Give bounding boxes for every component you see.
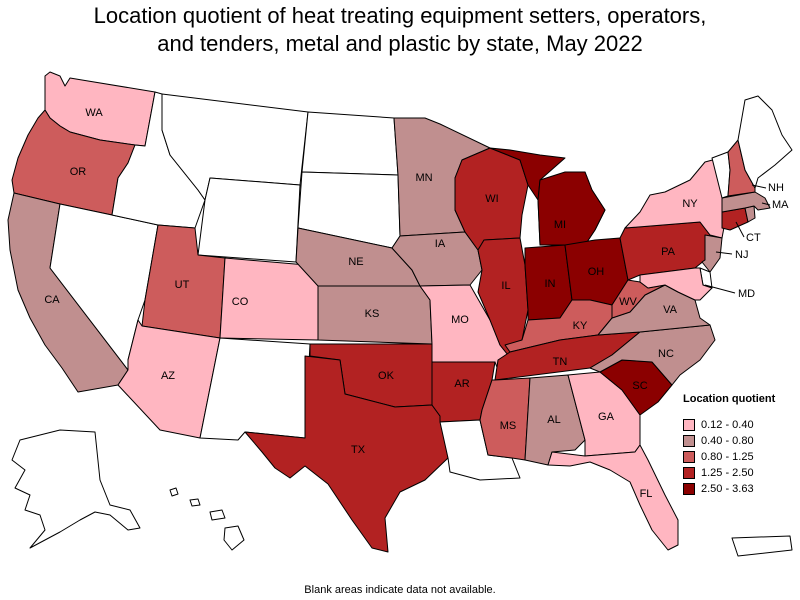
label-AR: AR — [454, 378, 469, 390]
label-GA: GA — [598, 411, 615, 423]
label-CO: CO — [232, 296, 249, 308]
label-SC: SC — [632, 380, 647, 392]
label-FL: FL — [640, 488, 653, 500]
legend-item: 0.12 - 0.40 — [683, 417, 795, 433]
state-PR[interactable] — [731, 535, 793, 557]
label-MS: MS — [500, 420, 517, 432]
state-MA[interactable] — [721, 191, 771, 213]
state-IL[interactable] — [477, 237, 529, 356]
label-WV: WV — [619, 296, 637, 308]
label-NY: NY — [682, 198, 698, 210]
label-CT: CT — [746, 232, 761, 244]
label-VA: VA — [663, 304, 678, 316]
label-IA: IA — [435, 238, 446, 250]
legend-swatch — [683, 451, 695, 463]
legend-item: 0.40 - 0.80 — [683, 433, 795, 449]
label-OK: OK — [378, 370, 395, 382]
label-IL: IL — [501, 280, 510, 292]
state-MD[interactable] — [639, 267, 713, 301]
label-NH: NH — [768, 182, 784, 194]
state-AK[interactable] — [11, 429, 141, 549]
label-IN: IN — [545, 278, 556, 290]
legend-label: 0.40 - 0.80 — [701, 435, 754, 447]
state-HI[interactable] — [169, 487, 245, 551]
label-MO: MO — [451, 314, 469, 326]
label-TN: TN — [553, 356, 568, 368]
state-WY[interactable] — [197, 177, 301, 263]
legend: Location quotient 0.12 - 0.40 0.40 - 0.8… — [683, 393, 795, 497]
state-NJ[interactable] — [701, 234, 723, 273]
label-NJ: NJ — [735, 249, 748, 261]
label-AZ: AZ — [161, 370, 175, 382]
state-FL[interactable] — [547, 444, 679, 551]
label-WI: WI — [485, 193, 498, 205]
title-line-1: Location quotient of heat treating equip… — [93, 3, 707, 28]
label-OH: OH — [588, 266, 605, 278]
label-NC: NC — [658, 348, 674, 360]
state-TX[interactable] — [244, 355, 449, 553]
label-OR: OR — [70, 166, 87, 178]
label-UT: UT — [175, 279, 190, 291]
footnote: Blank areas indicate data not available. — [304, 584, 496, 596]
page-title: Location quotient of heat treating equip… — [0, 2, 800, 58]
legend-swatch — [683, 483, 695, 495]
legend-swatch — [683, 419, 695, 431]
label-KS: KS — [365, 308, 380, 320]
legend-title: Location quotient — [683, 393, 776, 405]
legend-swatch — [683, 435, 695, 447]
legend-item: 1.25 - 2.50 — [683, 465, 795, 481]
label-AL: AL — [547, 414, 560, 426]
label-WA: WA — [85, 107, 103, 119]
label-TX: TX — [351, 444, 366, 456]
label-CA: CA — [44, 294, 60, 306]
state-MI-lower[interactable] — [537, 171, 606, 246]
legend-item: 2.50 - 3.63 — [683, 481, 795, 497]
legend-item: 0.80 - 1.25 — [683, 449, 795, 465]
legend-label: 2.50 - 3.63 — [701, 483, 754, 495]
label-MA: MA — [772, 199, 789, 211]
legend-label: 0.12 - 0.40 — [701, 419, 754, 431]
state-ND[interactable] — [301, 111, 399, 176]
label-PA: PA — [661, 246, 676, 258]
legend-label: 0.80 - 1.25 — [701, 451, 754, 463]
state-NC[interactable] — [589, 324, 716, 386]
label-NE: NE — [348, 256, 363, 268]
state-NM[interactable] — [199, 337, 311, 441]
label-MD: MD — [738, 288, 755, 300]
label-KY: KY — [573, 320, 588, 332]
legend-label: 1.25 - 2.50 — [701, 467, 754, 479]
label-MI: MI — [554, 219, 566, 231]
legend-swatch — [683, 467, 695, 479]
title-line-2: and tenders, metal and plastic by state,… — [157, 31, 643, 56]
state-ME[interactable] — [737, 95, 793, 189]
label-MN: MN — [415, 172, 432, 184]
